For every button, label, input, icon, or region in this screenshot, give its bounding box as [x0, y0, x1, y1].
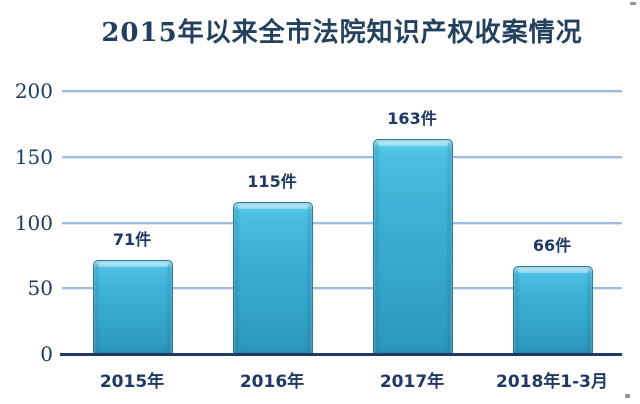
data-label-3: 66件 — [532, 236, 572, 256]
gridline-50 — [62, 287, 622, 290]
x-tick-label-1: 2016年 — [239, 372, 305, 392]
bar-slot-3: 66件 2018年1-3月 — [482, 91, 622, 392]
x-tick-label-0: 2015年 — [99, 372, 165, 392]
gridline-150 — [62, 155, 622, 158]
bar-2 — [373, 138, 453, 354]
bar-slot-0: 71件 2015年 — [62, 91, 202, 392]
bar-1 — [233, 201, 313, 354]
chart-title: 2015年以来全市法院知识产权收案情况 — [101, 18, 583, 48]
y-tick-label-200: 200 — [14, 79, 53, 103]
data-label-2: 163件 — [387, 108, 437, 128]
bar-slot-1: 115件 2016年 — [202, 91, 342, 392]
bar-slot-2: 163件 2017年 — [342, 91, 482, 392]
y-axis: 0 50 100 150 200 — [0, 81, 54, 364]
x-tick-label-2: 2017年 — [379, 372, 445, 392]
screenshot-artifact-top-right — [630, 2, 636, 5]
data-label-0: 71件 — [112, 229, 152, 249]
x-tick-label-3: 2018年1-3月 — [495, 372, 609, 392]
y-tick-label-0: 0 — [40, 342, 53, 366]
plot-area: 71件 2015年 115件 2016年 163件 2017年 66件 2018年1-3月 — [60, 90, 622, 392]
bar-0 — [93, 259, 173, 354]
screenshot-artifact-bottom-right — [625, 394, 630, 398]
x-axis-line — [60, 353, 622, 356]
y-tick-label-50: 50 — [27, 276, 53, 301]
bar-3 — [513, 266, 593, 354]
data-label-1: 115件 — [247, 171, 297, 191]
gridline-200 — [62, 90, 622, 92]
y-tick-label-100: 100 — [14, 210, 53, 235]
gridline-100 — [62, 221, 622, 224]
y-tick-label-150: 150 — [14, 144, 53, 169]
